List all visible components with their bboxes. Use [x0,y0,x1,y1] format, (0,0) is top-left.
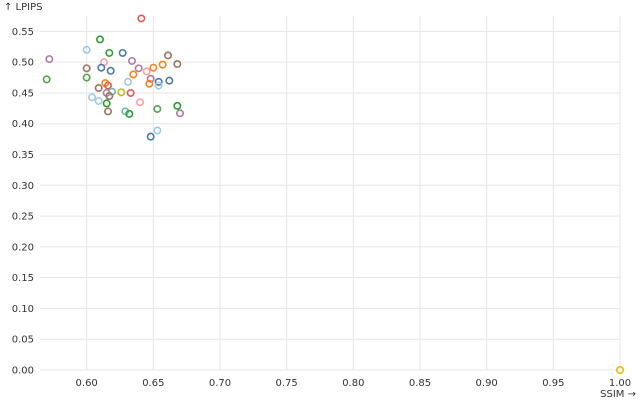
data-point [82,45,91,54]
data-point [615,365,624,374]
data-point [42,75,51,84]
y-tick-label: 0.35 [12,150,34,161]
data-point [165,76,174,85]
x-tick-label: 0.85 [409,378,431,389]
x-axis-title: SSIM → [600,389,636,400]
x-tick-label: 0.75 [276,378,298,389]
y-tick-label: 0.15 [12,273,34,284]
x-tick-label: 0.65 [142,378,164,389]
y-tick-label: 0.40 [12,119,34,130]
data-point [146,74,155,83]
y-tick-label: 0.20 [12,242,34,253]
data-point [128,56,137,65]
x-tick-label: 0.70 [209,378,231,389]
y-tick-label: 0.10 [12,304,34,315]
data-point [154,77,163,86]
data-point [149,63,158,72]
data-point [105,92,114,101]
data-point [136,98,145,107]
data-point [126,88,135,97]
data-point [45,55,54,64]
data-point [105,48,114,57]
data-point [94,84,103,93]
data-point [153,104,162,113]
data-point [117,88,126,97]
y-axis-title: ↑ LPIPS [4,2,43,13]
data-point [146,132,155,141]
x-tick-label: 1.00 [609,378,631,389]
x-tick-label: 0.80 [342,378,364,389]
data-point [173,101,182,110]
y-tick-label: 0.50 [12,58,34,69]
y-tick-label: 0.25 [12,212,34,223]
data-point [102,99,111,108]
data-point [88,93,97,102]
data-points [42,14,624,374]
x-tick-label: 0.95 [542,378,564,389]
y-tick-label: 0.55 [12,27,34,38]
data-point [106,66,115,75]
data-point [154,81,163,90]
data-point [129,70,138,79]
y-tick-label: 0.45 [12,88,34,99]
data-point [125,109,134,118]
x-tick-label: 0.90 [476,378,498,389]
data-point [104,81,113,90]
data-point [145,79,154,88]
grid [40,16,621,371]
y-tick-label: 0.00 [12,366,34,377]
data-point [134,64,143,73]
data-point [164,51,173,60]
data-point [94,96,103,105]
data-point [153,126,162,135]
data-point [82,64,91,73]
axis-ticks: 0.00 0.05 0.10 0.15 0.20 0.25 0.30 0.35 0.40 0.45… [12,27,631,389]
y-tick-label: 0.30 [12,181,34,192]
y-tick-label: 0.05 [12,335,34,346]
data-point [104,107,113,116]
data-point [82,73,91,82]
data-point [142,67,151,76]
data-point [137,14,146,23]
data-point [173,60,182,69]
data-point [96,35,105,44]
x-tick-label: 0.60 [76,378,98,389]
data-point [118,48,127,57]
data-point [158,60,167,69]
data-point [97,63,106,72]
data-point [124,77,133,86]
data-point [176,109,185,118]
